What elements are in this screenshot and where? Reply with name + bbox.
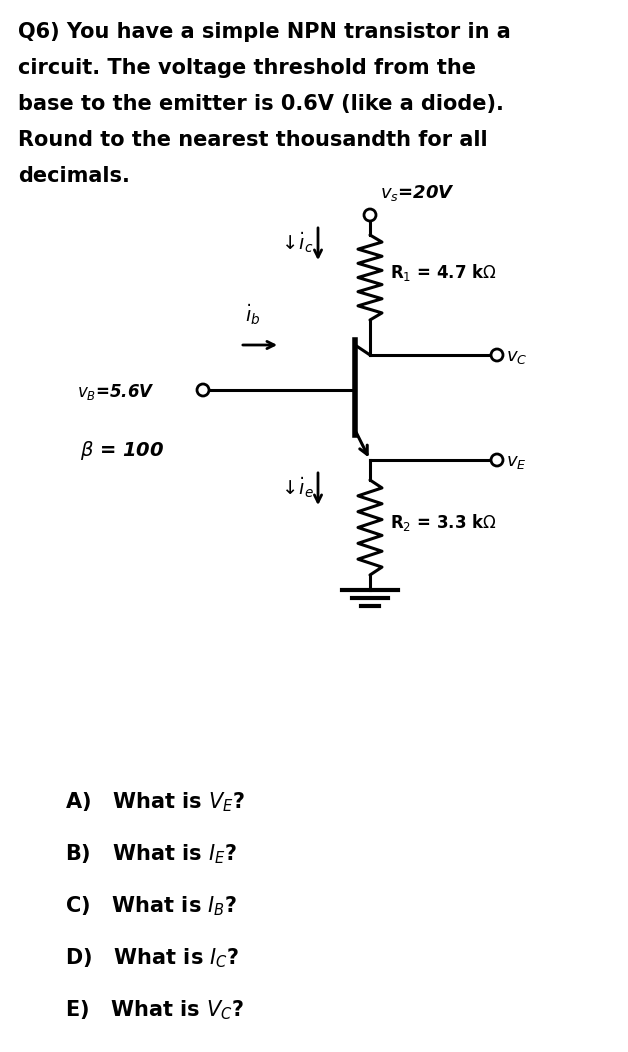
Text: $v_s$=20V: $v_s$=20V — [380, 183, 455, 203]
Text: C)   What is $I_B$?: C) What is $I_B$? — [65, 894, 237, 917]
Text: D)   What is $I_C$?: D) What is $I_C$? — [65, 946, 239, 970]
Text: A)   What is $V_E$?: A) What is $V_E$? — [65, 790, 246, 813]
Text: Q6) You have a simple NPN transistor in a: Q6) You have a simple NPN transistor in … — [18, 22, 511, 42]
Text: decimals.: decimals. — [18, 166, 130, 186]
Text: circuit. The voltage threshold from the: circuit. The voltage threshold from the — [18, 58, 476, 78]
Text: R$_2$ = 3.3 k$\Omega$: R$_2$ = 3.3 k$\Omega$ — [390, 512, 497, 533]
Text: Round to the nearest thousandth for all: Round to the nearest thousandth for all — [18, 130, 487, 150]
Text: base to the emitter is 0.6V (like a diode).: base to the emitter is 0.6V (like a diod… — [18, 94, 504, 114]
Text: R$_1$ = 4.7 k$\Omega$: R$_1$ = 4.7 k$\Omega$ — [390, 262, 497, 283]
Text: $v_C$: $v_C$ — [506, 348, 528, 366]
Text: $v_B$=5.6V: $v_B$=5.6V — [77, 382, 155, 402]
Text: $v_E$: $v_E$ — [506, 453, 527, 471]
Text: $\downarrow\!\dot{\imath}_c$: $\downarrow\!\dot{\imath}_c$ — [278, 230, 314, 255]
Text: B)   What is $I_E$?: B) What is $I_E$? — [65, 842, 237, 866]
Text: $\beta$ = 100: $\beta$ = 100 — [80, 439, 165, 462]
Text: E)   What is $V_C$?: E) What is $V_C$? — [65, 998, 244, 1021]
Text: $\downarrow\!\dot{\imath}_e$: $\downarrow\!\dot{\imath}_e$ — [278, 476, 314, 500]
Text: $\dot{\imath}_b$: $\dot{\imath}_b$ — [245, 302, 261, 327]
